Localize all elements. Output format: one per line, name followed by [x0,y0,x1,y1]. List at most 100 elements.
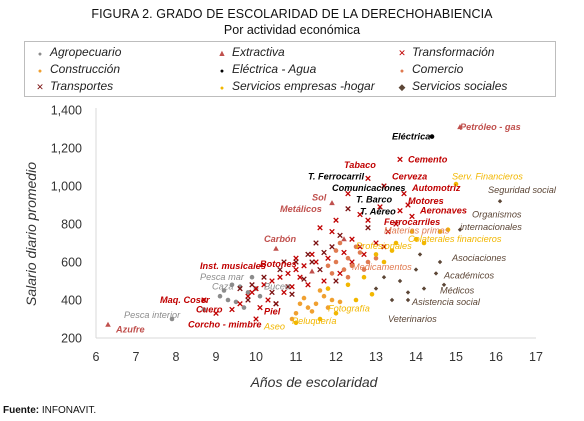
x-tick-label: 9 [213,350,220,364]
point-annotation: Carbón [264,234,297,244]
point-annotation: Aseo [263,322,285,332]
data-point-series-2 [361,251,367,258]
y-tick-label: 400 [61,294,82,308]
data-point-series-6 [293,259,299,265]
point-annotation: Petróleo - gas [460,122,521,132]
legend-label: Eléctrica - Agua [232,62,317,76]
point-annotation: Eléctrica [392,132,430,142]
data-point-series-2 [281,289,287,296]
legend-marker-icon: ● [219,68,225,75]
point-annotation: Médicos [440,286,475,296]
point-annotation: Tabaco [344,160,376,170]
legend-marker-icon: ▲ [217,48,227,58]
data-point-series-5 [373,255,379,261]
x-tick-label: 7 [133,350,140,364]
data-point-series-0 [245,290,251,295]
data-point-series-2 [345,190,351,197]
data-point-series-7 [445,227,451,232]
data-point-series-1 [457,124,463,130]
data-point-series-2 [349,259,355,265]
data-point-series-8 [421,286,427,291]
legend-entry: ● Comercio [395,62,463,76]
data-point-series-6 [365,225,371,231]
x-tick-label: 13 [369,350,383,364]
data-point-series-0 [201,307,207,312]
data-point-series-2 [405,202,411,208]
data-point-series-3 [289,316,295,322]
data-point-series-2 [229,306,235,313]
legend-label: Transformación [412,45,495,59]
point-annotation: Azufre [115,324,145,334]
y-axis-label: Salario diario promedio [23,162,39,306]
data-point-series-7 [353,297,359,303]
data-point-series-1 [105,321,111,327]
x-tick-label: 15 [449,350,463,364]
point-annotation: Peluquería [292,316,336,326]
data-point-series-7 [325,286,331,291]
point-annotation: Automotriz [411,183,461,193]
point-annotation: Comunicaciones [332,183,406,193]
data-point-series-3 [305,305,311,310]
data-point-series-2 [269,278,275,284]
data-point-series-7 [293,320,299,326]
data-point-series-7 [369,292,375,297]
data-point-series-2 [381,244,387,250]
data-point-series-0 [229,282,235,288]
data-point-series-8 [441,282,447,287]
point-annotation: Organismos [472,210,522,220]
legend-label: Servicios sociales [412,79,508,93]
legend-entry: ✕ Transformación [395,45,494,59]
data-point-series-4 [429,134,435,139]
legend-entry: ● Servicios empresas -hogar [215,79,375,93]
data-point-series-0 [169,316,175,322]
data-point-series-2 [337,270,343,277]
data-point-series-2 [329,228,335,235]
data-point-series-5 [357,250,363,255]
data-point-series-8 [397,278,403,284]
data-point-series-5 [365,259,371,265]
data-point-series-6 [249,282,255,288]
data-point-series-2 [277,274,283,280]
data-point-series-2 [265,297,271,303]
data-point-series-3 [313,301,319,307]
point-annotation: Inst. musicales [200,261,266,271]
data-point-series-5 [361,267,367,272]
x-tick-label: 16 [489,350,503,364]
data-point-series-2 [285,270,291,277]
data-point-series-6 [281,259,287,265]
data-point-series-8 [389,297,395,303]
chart-subtitle: Por actividad económica [223,23,361,37]
data-point-series-2 [341,249,347,256]
point-annotation: Cerveza [392,172,427,182]
data-point-series-3 [301,295,307,301]
data-point-series-6 [301,276,307,282]
data-point-series-5 [337,240,343,246]
y-tick-label: 1,000 [51,180,82,194]
y-tick-label: 200 [61,332,82,346]
data-point-series-2 [357,211,363,218]
data-point-series-2 [365,217,371,223]
data-point-series-5 [325,263,331,269]
legend-entry: ▲ Extractiva [215,45,285,59]
legend-entry: ◆ Servicios sociales [395,79,508,93]
data-point-series-2 [385,228,391,235]
data-point-series-2 [293,266,299,273]
legend-entry: ● Agropecuario [33,45,122,59]
data-point-series-8 [373,286,379,291]
data-point-series-0 [221,288,227,293]
scatter-plot: 200 400 600 800 1,000 1,200 1,400 6 7 8 9 10 11 12 13 1… [23,104,557,391]
data-point-series-6 [313,240,319,246]
point-annotation: Motores [408,196,444,206]
y-tick-label: 800 [61,218,82,232]
data-point-series-6 [277,266,283,273]
data-point-series-6 [237,285,243,292]
data-point-series-1 [329,200,335,206]
data-point-series-0 [233,299,239,305]
data-point-series-3 [297,301,303,307]
legend-entry: ✕ Transportes [33,79,113,93]
y-tick-label: 600 [61,256,82,270]
data-point-series-7 [421,240,427,246]
y-tick-label: 1,200 [51,142,82,156]
source-label: Fuente: [3,405,40,416]
data-point-series-2 [333,217,339,223]
